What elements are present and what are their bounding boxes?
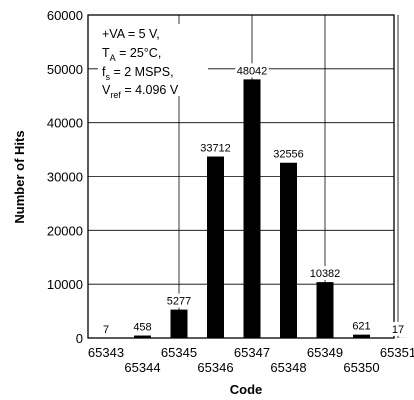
- annotation-line-sample-rate: fs = 2 MSPS,: [102, 65, 174, 82]
- bar-value-label-backdrop: [101, 321, 111, 336]
- annotation-temp-value: = 25°C,: [116, 46, 162, 60]
- x-tick-label: 65348: [270, 360, 306, 375]
- bar-value-label: 5277: [167, 296, 191, 308]
- bar: [243, 79, 261, 338]
- x-tick-label: 65346: [197, 360, 233, 375]
- x-tick-label: 65350: [343, 360, 379, 375]
- y-tick-label: 50000: [47, 62, 83, 77]
- bar: [134, 335, 151, 338]
- bar-value-label-backdrop: [235, 63, 269, 78]
- annotation-ref-symbol: V: [102, 83, 111, 97]
- bar: [280, 162, 297, 338]
- bar-value-label: 48042: [237, 65, 268, 77]
- bar-value-label-backdrop: [198, 140, 233, 155]
- x-tick-labels: 6534365344653456534665347653486534965350…: [88, 345, 414, 375]
- x-axis-label: Code: [230, 382, 263, 397]
- bar-value-label-backdrop: [308, 266, 342, 281]
- bar-value-label-backdrop: [131, 319, 154, 334]
- annotation-temp-subscript: A: [110, 53, 116, 63]
- annotation-ref-subscript: ref: [110, 90, 121, 100]
- annotation-line-temperature: TA = 25°C,: [102, 46, 161, 63]
- x-tick-label: 65349: [307, 345, 343, 360]
- bars: [97, 79, 407, 338]
- annotation-line-reference: Vref = 4.096 V: [102, 83, 179, 100]
- bar-value-label-backdrop: [350, 318, 373, 333]
- annotation-rate-subscript: s: [105, 72, 110, 82]
- bar-value-label-backdrop: [390, 321, 406, 336]
- bar: [207, 156, 224, 338]
- bar-value-labels: 7 458 5277 33712 48042 32556 10382 621 17: [101, 63, 406, 336]
- annotation-line-supply: +VA = 5 V,: [102, 27, 160, 41]
- annotation-ref-value: = 4.096 V: [121, 83, 179, 97]
- bar-value-label: 7: [103, 324, 109, 336]
- bar-value-label: 33712: [200, 143, 231, 155]
- bar-value-label: 17: [392, 324, 404, 336]
- annotation-temp-symbol: T: [102, 46, 110, 60]
- y-tick-label: 0: [76, 331, 83, 346]
- bar-value-label: 621: [352, 321, 370, 333]
- annotation-rate-symbol: f: [102, 65, 106, 79]
- y-axis-label: Number of Hits: [12, 130, 27, 223]
- x-tick-label: 65351: [380, 345, 414, 360]
- y-tick-label: 10000: [47, 277, 83, 292]
- plot-frame: [87, 14, 395, 339]
- bar-value-label-backdrop: [271, 146, 306, 161]
- conditions-annotation: +VA = 5 V, TA = 25°C, fs = 2 MSPS, Vref …: [98, 24, 208, 100]
- x-tick-label: 65345: [161, 345, 197, 360]
- bar: [316, 282, 334, 338]
- x-tick-label: 65347: [234, 345, 270, 360]
- x-tick-label: 65343: [88, 345, 124, 360]
- y-tick-label: 60000: [47, 8, 83, 23]
- bar-value-label: 10382: [310, 268, 341, 280]
- y-tick-label: 30000: [47, 170, 83, 185]
- annotation-backdrop: [98, 24, 208, 96]
- bar-value-label: 32556: [273, 149, 304, 161]
- y-tick-label: 20000: [47, 223, 83, 238]
- y-tick-labels: 0 10000 20000 30000 40000 50000 60000: [47, 8, 83, 346]
- bar: [170, 309, 188, 338]
- bar: [353, 334, 370, 338]
- bar-value-label-backdrop: [165, 293, 193, 308]
- bar-value-label: 458: [133, 322, 151, 334]
- y-tick-label: 40000: [47, 116, 83, 131]
- annotation-rate-value: = 2 MSPS,: [110, 65, 174, 79]
- x-tick-label: 65344: [124, 360, 160, 375]
